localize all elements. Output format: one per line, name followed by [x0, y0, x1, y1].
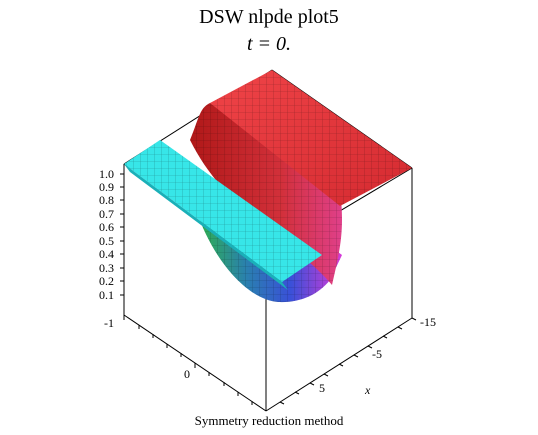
z-axis — [120, 173, 124, 296]
z-tick-label: 0.1 — [99, 288, 114, 302]
z-tick-label: 0.2 — [99, 274, 114, 288]
x-axis — [279, 317, 417, 405]
z-tick-label: 1.0 — [99, 167, 114, 181]
chart-title: DSW nlpde plot5 — [199, 6, 339, 28]
z-tick-label: 0.7 — [99, 207, 114, 221]
x-tick-label: -15 — [420, 315, 436, 329]
cyan-plateau-edge — [124, 164, 288, 290]
cyan-plateau-mesh — [124, 140, 322, 282]
z-tick-label: 0.6 — [99, 220, 114, 234]
z-tick-label: 0.9 — [99, 180, 114, 194]
x-tick-label: -5 — [372, 347, 382, 361]
y-tick-label: 0 — [184, 367, 190, 381]
y-tick-label: -1 — [104, 316, 114, 330]
z-tick-label: 0.3 — [99, 261, 114, 275]
y-axis — [123, 315, 253, 405]
x-tick-label: 5 — [319, 381, 325, 395]
chart-subtitle: t = 0. — [246, 33, 292, 55]
chart-caption: Symmetry reduction method — [194, 413, 344, 428]
red-wall-mesh — [190, 103, 343, 285]
z-tick-label: 0.4 — [99, 247, 114, 261]
x-axis-label: x — [364, 383, 371, 397]
red-plateau-mesh — [210, 70, 412, 206]
z-tick-label: 0.5 — [99, 234, 114, 248]
z-tick-label: 0.8 — [99, 193, 114, 207]
